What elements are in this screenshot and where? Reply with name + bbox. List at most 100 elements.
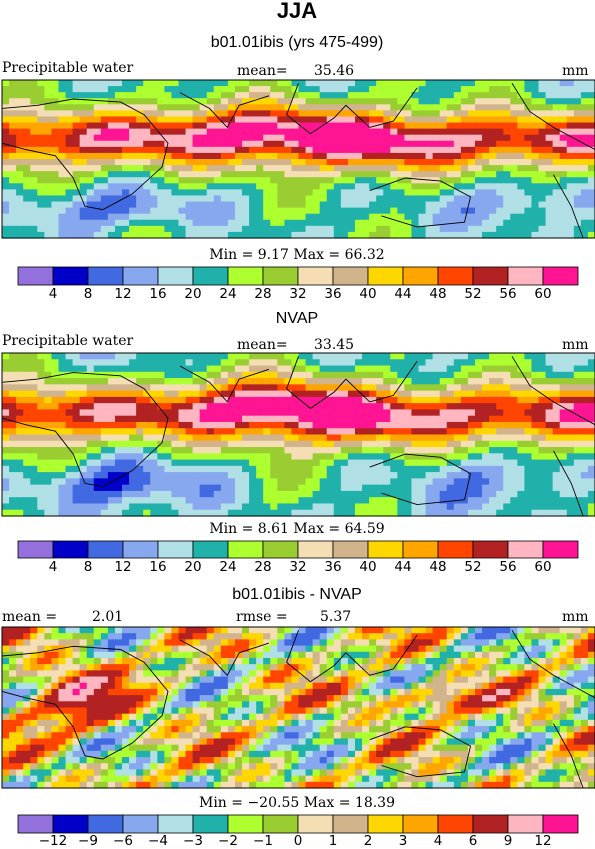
map-cell bbox=[2, 171, 10, 178]
map-cell bbox=[467, 465, 476, 473]
map-cell bbox=[524, 434, 533, 442]
map-cell bbox=[9, 177, 17, 184]
map-cell bbox=[86, 403, 95, 411]
map-cell bbox=[234, 415, 243, 423]
map-cell bbox=[129, 645, 137, 653]
map-cell bbox=[347, 509, 356, 517]
map-cell bbox=[284, 465, 293, 473]
map-cell bbox=[312, 110, 321, 118]
map-cell bbox=[531, 484, 540, 492]
map-cell bbox=[446, 396, 455, 404]
map-cell bbox=[312, 645, 321, 653]
map-cell bbox=[482, 195, 490, 203]
map-cell bbox=[37, 378, 45, 385]
map-cell bbox=[242, 152, 250, 160]
map-cell bbox=[291, 465, 300, 473]
map-cell bbox=[206, 92, 215, 99]
map-cell bbox=[383, 128, 391, 136]
map-cell bbox=[559, 384, 568, 392]
map-cell bbox=[482, 152, 490, 160]
map-cell bbox=[545, 371, 554, 379]
map-cell bbox=[206, 453, 215, 461]
map-cell bbox=[305, 664, 314, 671]
map-cell bbox=[277, 219, 285, 227]
map-cell bbox=[242, 359, 250, 367]
map-cell bbox=[474, 207, 483, 215]
map-cell bbox=[227, 428, 236, 436]
map-cell bbox=[86, 122, 95, 130]
map-cell bbox=[9, 152, 17, 160]
map-cell bbox=[150, 98, 158, 105]
map-cell bbox=[234, 104, 243, 111]
map-cell bbox=[298, 453, 307, 461]
map-cell bbox=[432, 497, 441, 505]
map-cell bbox=[65, 428, 74, 436]
map-cell bbox=[482, 189, 490, 197]
map-cell bbox=[418, 434, 427, 442]
map-cell bbox=[164, 403, 173, 411]
map-cell bbox=[517, 165, 526, 172]
map-cell bbox=[249, 134, 257, 142]
map-cell bbox=[16, 472, 24, 479]
map-cell bbox=[16, 365, 24, 373]
map-cell bbox=[376, 207, 384, 215]
map-cell bbox=[460, 353, 469, 360]
map-cell bbox=[164, 159, 173, 166]
map-cell bbox=[93, 122, 102, 130]
map-cell bbox=[587, 134, 595, 142]
map-cell bbox=[425, 472, 434, 479]
map-cell bbox=[16, 171, 24, 178]
map-cell bbox=[298, 140, 307, 148]
map-cell bbox=[517, 213, 526, 221]
map-cell bbox=[100, 447, 109, 454]
map-cell bbox=[319, 390, 328, 398]
map-cell bbox=[340, 104, 349, 111]
map-cell bbox=[383, 409, 391, 417]
map-cell bbox=[482, 639, 490, 647]
map-cell bbox=[129, 657, 137, 665]
map-cell bbox=[164, 447, 173, 454]
map-cell bbox=[44, 152, 53, 160]
map-cell bbox=[263, 152, 271, 160]
map-cell bbox=[72, 453, 81, 461]
colorbar-swatch bbox=[542, 266, 579, 286]
map-cell bbox=[404, 80, 413, 87]
map-cell bbox=[192, 201, 201, 209]
map-cell bbox=[79, 453, 88, 461]
map-cell bbox=[2, 98, 10, 105]
map-cell bbox=[496, 428, 504, 436]
map-cell bbox=[171, 428, 180, 436]
map-cell bbox=[51, 447, 60, 454]
map-cell bbox=[362, 390, 370, 398]
map-cell bbox=[143, 201, 151, 209]
map-cell bbox=[503, 434, 511, 442]
map-cell bbox=[524, 80, 533, 87]
map-cell bbox=[93, 159, 102, 166]
map-cell bbox=[206, 459, 215, 467]
map-cell bbox=[538, 207, 547, 215]
map-cell bbox=[199, 421, 208, 429]
map-cell bbox=[107, 459, 116, 467]
map-cell bbox=[559, 122, 568, 130]
map-cell bbox=[79, 465, 88, 473]
map-cell bbox=[411, 396, 420, 404]
map-cell bbox=[474, 478, 483, 486]
map-cell bbox=[460, 440, 469, 448]
map-cell bbox=[72, 165, 81, 172]
map-cell bbox=[157, 207, 165, 215]
map-cell bbox=[404, 434, 413, 442]
map-cell bbox=[354, 183, 363, 190]
map-cell bbox=[312, 365, 321, 373]
map-cell bbox=[284, 645, 293, 653]
map-cell bbox=[136, 152, 144, 160]
map-cell bbox=[510, 503, 518, 511]
map-cell bbox=[256, 110, 264, 118]
map-cell bbox=[44, 110, 53, 118]
map-cell bbox=[164, 225, 173, 233]
map-cell bbox=[517, 421, 526, 429]
map-cell bbox=[37, 98, 45, 105]
map-cell bbox=[418, 390, 427, 398]
map-cell bbox=[79, 497, 88, 505]
map-cell bbox=[524, 225, 533, 233]
map-cell bbox=[44, 478, 53, 486]
